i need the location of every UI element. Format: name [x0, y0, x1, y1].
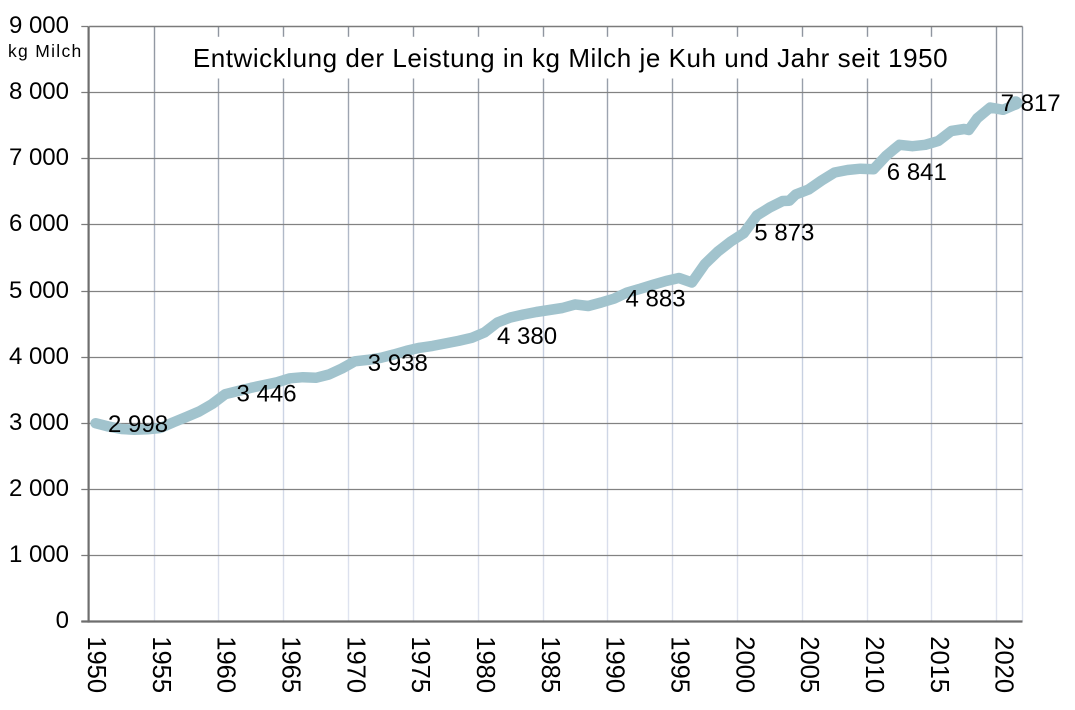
svg-text:3 000: 3 000: [9, 409, 69, 436]
svg-text:6 000: 6 000: [9, 210, 69, 237]
svg-text:9 000: 9 000: [9, 12, 69, 39]
svg-text:1975: 1975: [406, 636, 434, 693]
svg-text:1950: 1950: [82, 636, 110, 693]
svg-text:1955: 1955: [147, 636, 175, 693]
svg-text:2 000: 2 000: [9, 475, 69, 502]
svg-text:2010: 2010: [860, 636, 888, 693]
svg-text:1995: 1995: [666, 636, 694, 693]
svg-text:3 938: 3 938: [368, 350, 428, 377]
svg-text:1960: 1960: [212, 636, 240, 693]
svg-text:4 380: 4 380: [497, 323, 557, 350]
svg-text:6 841: 6 841: [887, 159, 947, 186]
svg-text:1965: 1965: [277, 636, 305, 693]
svg-text:7 817: 7 817: [1001, 90, 1061, 117]
svg-text:8 000: 8 000: [9, 78, 69, 105]
svg-text:1990: 1990: [601, 636, 629, 693]
svg-text:5 873: 5 873: [754, 219, 814, 246]
svg-text:2 998: 2 998: [108, 411, 168, 438]
svg-text:2000: 2000: [730, 636, 758, 693]
svg-text:kg Milch: kg Milch: [8, 41, 83, 61]
svg-text:Entwicklung der Leistung in kg: Entwicklung der Leistung in kg Milch je …: [193, 43, 948, 73]
svg-text:1 000: 1 000: [9, 541, 69, 568]
svg-text:2020: 2020: [990, 636, 1018, 693]
svg-text:2005: 2005: [795, 636, 823, 693]
svg-text:2015: 2015: [925, 636, 953, 693]
svg-text:5 000: 5 000: [9, 277, 69, 304]
svg-text:3 446: 3 446: [237, 381, 297, 408]
svg-text:1980: 1980: [471, 636, 499, 693]
svg-text:4 000: 4 000: [9, 343, 69, 370]
svg-text:7 000: 7 000: [9, 144, 69, 171]
svg-text:0: 0: [56, 607, 69, 634]
svg-text:1970: 1970: [341, 636, 369, 693]
svg-text:1985: 1985: [536, 636, 564, 693]
svg-text:4 883: 4 883: [626, 285, 686, 312]
